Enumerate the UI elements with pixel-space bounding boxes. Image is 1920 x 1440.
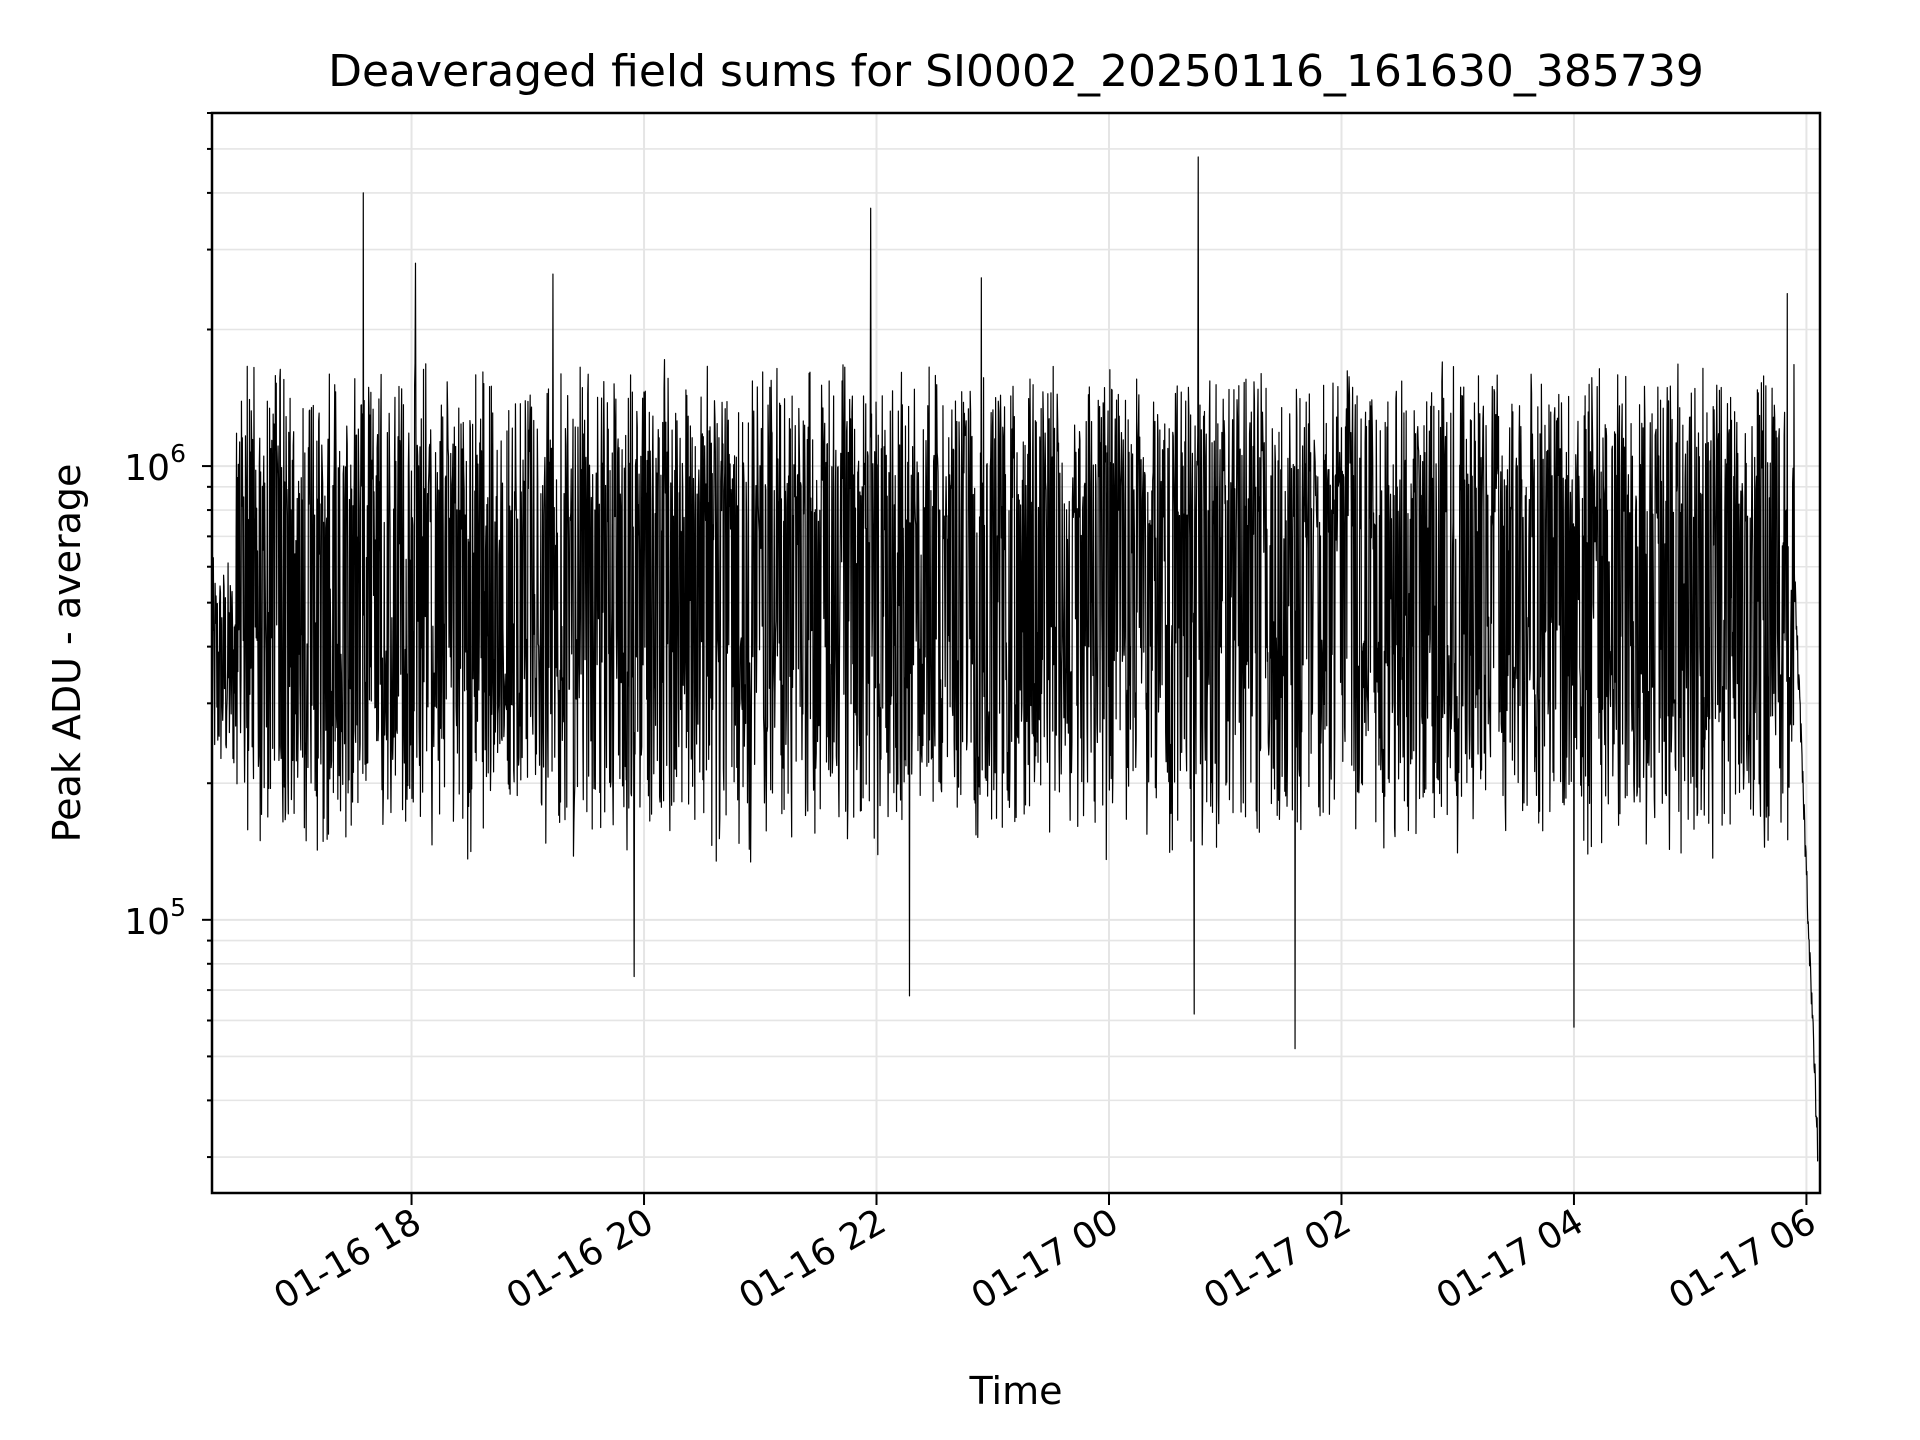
plot-frame (210, 111, 1822, 1195)
y-tick-label: 106 (124, 439, 186, 489)
series-line (211, 156, 1819, 1162)
x-axis-label: Time (969, 1369, 1063, 1413)
plot-area (211, 156, 1819, 1162)
y-tick-label: 105 (124, 893, 186, 943)
y-axis-label: Peak ADU - average (45, 464, 89, 843)
chart-title: Deaveraged field sums for SI0002_2025011… (328, 46, 1704, 97)
